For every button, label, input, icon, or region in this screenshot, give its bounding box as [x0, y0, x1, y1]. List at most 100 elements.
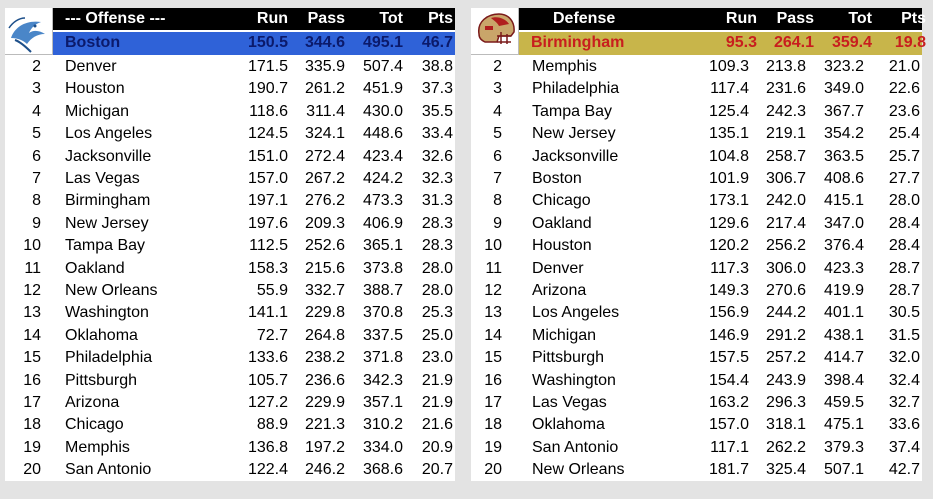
pts-cell: 38.8 [421, 58, 453, 75]
pass-cell: 246.2 [304, 461, 345, 479]
helmet-logo-icon [471, 8, 518, 54]
tot-cell: 363.5 [823, 147, 864, 165]
table-row: 3 Houston 190.7 261.2 451.9 37.3 [5, 78, 455, 100]
rank-cell: 10 [484, 237, 502, 255]
pts-cell: 32.6 [421, 147, 453, 165]
defense-leader-pts: 19.8 [894, 34, 926, 51]
pts-cell: 32.4 [888, 371, 920, 389]
tot-cell: 357.1 [362, 394, 403, 411]
pts-cell: 31.5 [888, 326, 920, 344]
table-row: 19 San Antonio 117.1 262.2 379.3 37.4 [471, 437, 922, 459]
team-cell: Denver [65, 58, 117, 75]
run-cell: 109.3 [708, 58, 749, 75]
pts-cell: 25.7 [888, 147, 920, 165]
team-cell: Philadelphia [532, 80, 620, 98]
rank-cell: 11 [24, 259, 41, 277]
pass-cell: 318.1 [765, 416, 806, 434]
table-row: 12 New Orleans 55.9 332.7 388.7 28.0 [5, 280, 455, 302]
run-cell: 151.0 [247, 147, 288, 165]
run-cell: 149.3 [708, 282, 749, 299]
rank-cell: 11 [485, 259, 502, 277]
rank-cell: 17 [23, 394, 41, 411]
pts-cell: 28.3 [421, 214, 453, 232]
table-row: 6 Jacksonville 151.0 272.4 423.4 32.6 [5, 146, 455, 168]
team-cell: Birmingham [65, 192, 151, 210]
pass-cell: 261.2 [304, 80, 345, 98]
tot-cell: 365.1 [362, 237, 403, 255]
team-cell: Tampa Bay [65, 237, 146, 255]
pts-cell: 28.3 [421, 237, 453, 255]
run-cell: 173.1 [708, 192, 749, 210]
tot-cell: 507.4 [362, 58, 403, 75]
run-cell: 141.1 [247, 304, 288, 322]
table-row: 16 Washington 154.4 243.9 398.4 32.4 [471, 370, 922, 392]
run-cell: 118.6 [249, 102, 288, 120]
pts-cell: 21.9 [421, 371, 453, 389]
run-cell: 129.6 [708, 214, 749, 232]
pts-cell: 30.5 [888, 304, 920, 322]
pass-cell: 335.9 [304, 58, 345, 75]
pass-cell: 217.4 [765, 214, 806, 232]
run-cell: 72.7 [256, 326, 288, 344]
pts-cell: 28.4 [888, 237, 920, 255]
table-row: 14 Oklahoma 72.7 264.8 337.5 25.0 [5, 325, 455, 347]
table-row: 5 Los Angeles 124.5 324.1 448.6 33.4 [5, 123, 455, 145]
pass-cell: 325.4 [765, 461, 806, 479]
offense-team-logo [5, 8, 53, 55]
table-row: 10 Tampa Bay 112.5 252.6 365.1 28.3 [5, 235, 455, 257]
pts-cell: 21.9 [421, 394, 453, 411]
tot-cell: 448.6 [362, 125, 403, 143]
team-cell: San Antonio [532, 438, 619, 456]
rank-cell: 10 [23, 237, 41, 255]
team-cell: Michigan [532, 326, 597, 344]
run-cell: 163.2 [708, 394, 749, 411]
rank-cell: 5 [493, 125, 502, 143]
offense-leader-run: 150.5 [247, 34, 288, 51]
team-cell: Oklahoma [65, 326, 138, 344]
tot-cell: 368.6 [362, 461, 403, 479]
table-row: 8 Birmingham 197.1 276.2 473.3 31.3 [5, 190, 455, 212]
tot-cell: 323.2 [823, 58, 864, 75]
pts-cell: 28.0 [888, 192, 920, 210]
pts-cell: 28.7 [888, 259, 920, 277]
run-cell: 197.6 [247, 214, 288, 232]
table-row: 11 Oakland 158.3 215.6 373.8 28.0 [5, 258, 455, 280]
rank-cell: 5 [32, 125, 41, 143]
pts-cell: 32.0 [888, 349, 920, 367]
run-cell: 171.5 [247, 58, 288, 75]
tot-cell: 414.7 [823, 349, 864, 367]
pass-cell: 296.3 [765, 394, 806, 411]
rank-cell: 7 [493, 170, 502, 187]
offense-panel: --- Offense --- Run Pass Tot Pts Boston … [5, 8, 455, 481]
team-cell: Michigan [65, 102, 130, 120]
offense-tot-header: Tot [379, 10, 403, 27]
run-cell: 127.2 [247, 394, 288, 411]
rank-cell: 16 [23, 371, 41, 389]
table-row: 5 New Jersey 135.1 219.1 354.2 25.4 [471, 123, 922, 145]
pass-cell: 262.2 [765, 438, 806, 456]
team-cell: Denver [532, 259, 584, 277]
pts-cell: 28.4 [888, 214, 920, 232]
pass-cell: 229.9 [304, 394, 345, 411]
pass-cell: 306.0 [765, 259, 806, 277]
rank-cell: 12 [23, 282, 41, 299]
team-cell: Jacksonville [532, 147, 619, 165]
tot-cell: 349.0 [823, 80, 864, 98]
table-row: 19 Memphis 136.8 197.2 334.0 20.9 [5, 437, 455, 459]
rank-cell: 20 [484, 461, 502, 479]
tot-cell: 424.2 [362, 170, 403, 187]
pts-cell: 33.6 [888, 416, 920, 434]
tot-cell: 367.7 [823, 102, 864, 120]
team-cell: Tampa Bay [532, 102, 613, 120]
pts-cell: 25.0 [421, 326, 453, 344]
rank-cell: 19 [484, 438, 502, 456]
run-cell: 104.8 [708, 147, 749, 165]
tot-cell: 342.3 [362, 371, 403, 389]
offense-pts-header: Pts [428, 10, 453, 27]
defense-team-logo [471, 8, 519, 55]
table-row: 12 Arizona 149.3 270.6 419.9 28.7 [471, 280, 922, 302]
table-row: 17 Las Vegas 163.2 296.3 459.5 32.7 [471, 392, 922, 414]
tot-cell: 451.9 [362, 80, 403, 98]
tot-cell: 337.5 [362, 326, 403, 344]
run-cell: 133.6 [247, 349, 288, 367]
